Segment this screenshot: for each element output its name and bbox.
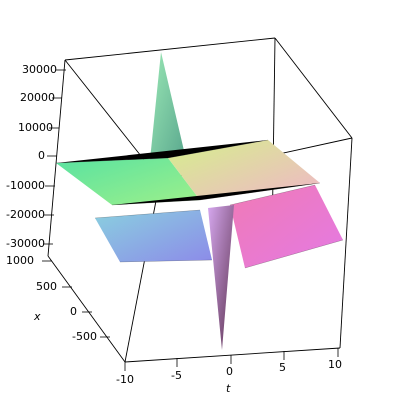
t-axis: -10 -5 0 5 10 t	[116, 348, 342, 395]
t-tick-label: 10	[328, 358, 342, 371]
x-axis-title: x	[33, 310, 41, 323]
x-tick-label: 1000	[6, 254, 34, 267]
mesh-line	[119, 259, 213, 263]
surface-back-left	[56, 158, 200, 205]
mesh-line	[111, 182, 321, 206]
box-edge	[339, 137, 353, 349]
z-tick-label: 0	[38, 149, 45, 162]
t-tick-label: 0	[226, 365, 233, 378]
box-edge	[47, 59, 66, 257]
surface-front-right	[230, 185, 343, 268]
z-tick-label: 20000	[20, 91, 55, 104]
z-tick-label: 10000	[18, 121, 53, 134]
surface-front-left	[95, 210, 212, 262]
box-edge	[124, 179, 161, 363]
z-axis: 30000 20000 10000 0 -10000 -20000 -30000	[6, 63, 66, 250]
surface-mesh	[55, 139, 344, 269]
box-edge	[47, 255, 126, 363]
t-tick-label: -10	[116, 373, 134, 386]
x-axis: 1000 500 0 -500 x	[6, 254, 110, 343]
t-tick-label: -5	[171, 369, 182, 382]
mesh-line	[244, 239, 344, 269]
x-tick-label: -500	[72, 330, 97, 343]
box-edge	[274, 37, 353, 139]
t-tick-label: 5	[279, 361, 286, 374]
x-tick-label: 0	[70, 305, 77, 318]
surface	[56, 52, 343, 350]
spike-down	[208, 205, 234, 350]
x-tick-label: 500	[36, 280, 57, 293]
z-tick-label: -10000	[6, 179, 45, 192]
z-tick-label: 30000	[22, 63, 57, 76]
z-tick-label: -20000	[6, 208, 45, 221]
box-edge	[64, 37, 276, 61]
box-edge	[124, 347, 341, 363]
mesh-line	[94, 209, 201, 219]
mesh-line	[229, 184, 316, 206]
t-axis-title: t	[226, 382, 231, 395]
mesh-line	[55, 139, 269, 164]
surface-back-right	[168, 140, 320, 200]
spike-up	[150, 52, 185, 160]
z-tick-label: -30000	[6, 237, 45, 250]
